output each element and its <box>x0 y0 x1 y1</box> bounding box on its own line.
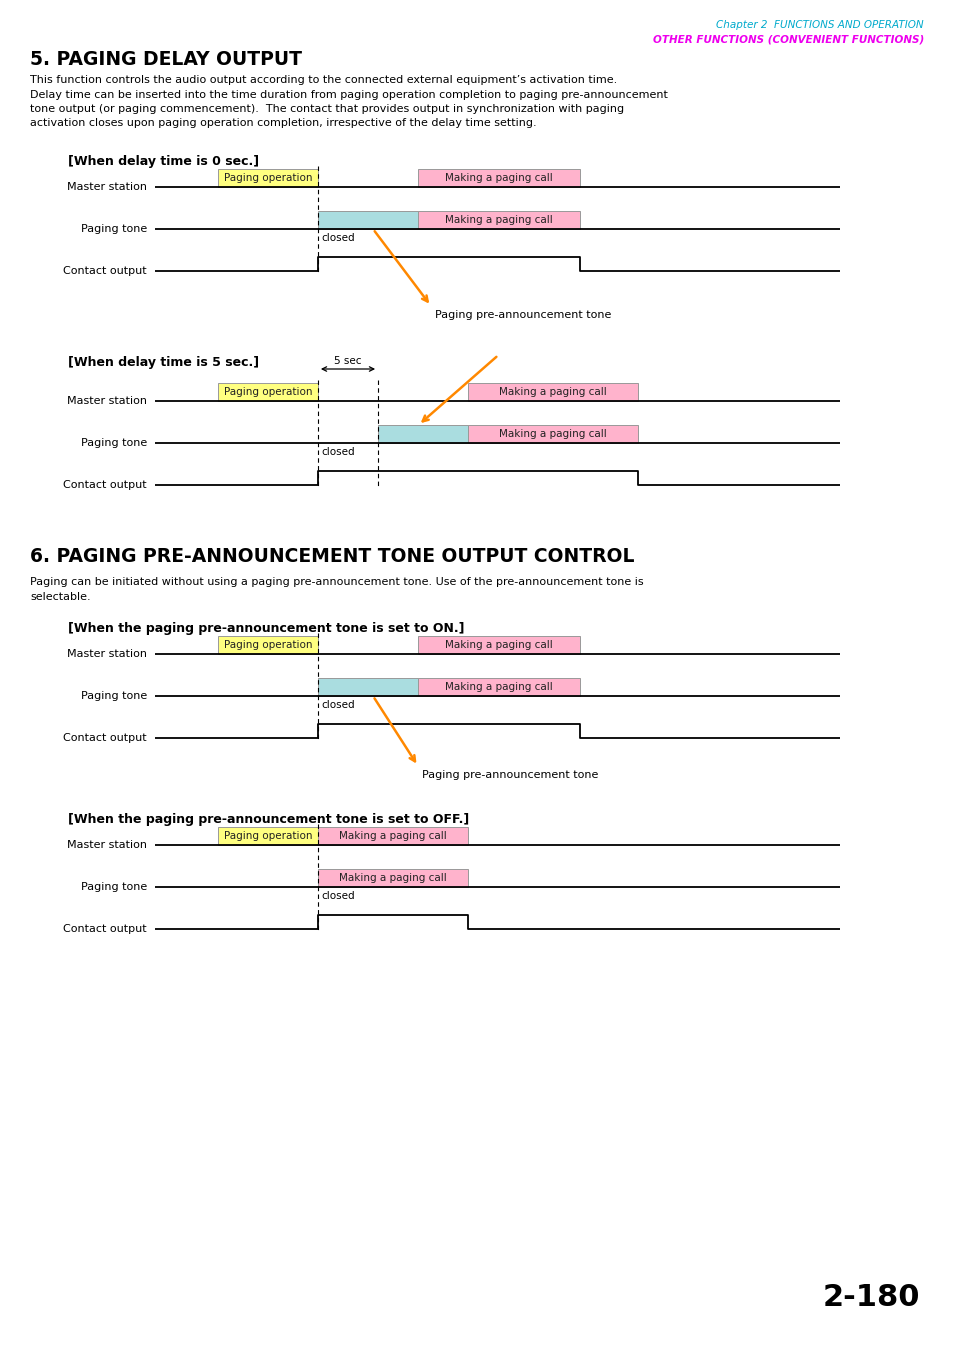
Text: Paging operation: Paging operation <box>224 387 312 397</box>
Text: Master station: Master station <box>67 396 147 406</box>
Bar <box>218 636 317 653</box>
Text: Making a paging call: Making a paging call <box>498 387 606 397</box>
Text: Delay time can be inserted into the time duration from paging operation completi: Delay time can be inserted into the time… <box>30 89 667 100</box>
Text: 5 sec: 5 sec <box>334 356 361 366</box>
Text: Paging pre-announcement tone: Paging pre-announcement tone <box>435 310 611 320</box>
Text: Making a paging call: Making a paging call <box>445 215 553 225</box>
Text: closed: closed <box>320 447 355 458</box>
Bar <box>417 211 579 230</box>
Bar <box>317 678 417 697</box>
Bar <box>218 828 317 845</box>
Text: This function controls the audio output according to the connected external equi: This function controls the audio output … <box>30 76 617 85</box>
Text: Master station: Master station <box>67 840 147 850</box>
Text: Paging can be initiated without using a paging pre-announcement tone. Use of the: Paging can be initiated without using a … <box>30 576 643 587</box>
Text: Paging tone: Paging tone <box>81 691 147 701</box>
Bar <box>218 383 317 401</box>
Text: Paging operation: Paging operation <box>224 640 312 649</box>
Text: Contact output: Contact output <box>63 733 147 743</box>
Text: closed: closed <box>320 701 355 710</box>
Bar <box>317 869 468 887</box>
Text: [When the paging pre-announcement tone is set to ON.]: [When the paging pre-announcement tone i… <box>68 622 464 634</box>
Bar <box>317 211 417 230</box>
Text: Paging pre-announcement tone: Paging pre-announcement tone <box>421 769 598 780</box>
Text: Contact output: Contact output <box>63 923 147 934</box>
Text: Paging tone: Paging tone <box>81 437 147 448</box>
Text: Making a paging call: Making a paging call <box>445 173 553 184</box>
Text: Paging operation: Paging operation <box>224 173 312 184</box>
Bar <box>377 425 468 443</box>
Text: Making a paging call: Making a paging call <box>445 682 553 693</box>
Bar <box>218 169 317 188</box>
Text: Paging tone: Paging tone <box>81 882 147 892</box>
Text: closed: closed <box>320 891 355 900</box>
Text: OTHER FUNCTIONS (CONVENIENT FUNCTIONS): OTHER FUNCTIONS (CONVENIENT FUNCTIONS) <box>652 34 923 45</box>
Text: Master station: Master station <box>67 182 147 192</box>
Bar <box>417 169 579 188</box>
Text: activation closes upon paging operation completion, irrespective of the delay ti: activation closes upon paging operation … <box>30 119 536 128</box>
Text: Making a paging call: Making a paging call <box>498 429 606 439</box>
Bar <box>468 383 638 401</box>
Text: [When delay time is 5 sec.]: [When delay time is 5 sec.] <box>68 356 259 369</box>
Text: Contact output: Contact output <box>63 481 147 490</box>
Text: [When the paging pre-announcement tone is set to OFF.]: [When the paging pre-announcement tone i… <box>68 813 469 826</box>
Text: Making a paging call: Making a paging call <box>445 640 553 649</box>
Text: closed: closed <box>320 234 355 243</box>
Text: Making a paging call: Making a paging call <box>338 873 446 883</box>
Text: selectable.: selectable. <box>30 591 91 602</box>
Bar <box>417 636 579 653</box>
Bar <box>468 425 638 443</box>
Text: 2-180: 2-180 <box>821 1282 919 1312</box>
Text: Chapter 2  FUNCTIONS AND OPERATION: Chapter 2 FUNCTIONS AND OPERATION <box>716 20 923 30</box>
Text: Contact output: Contact output <box>63 266 147 275</box>
Text: Paging operation: Paging operation <box>224 832 312 841</box>
Text: 6. PAGING PRE-ANNOUNCEMENT TONE OUTPUT CONTROL: 6. PAGING PRE-ANNOUNCEMENT TONE OUTPUT C… <box>30 547 634 566</box>
Bar <box>317 828 468 845</box>
Text: Paging tone: Paging tone <box>81 224 147 234</box>
Text: [When delay time is 0 sec.]: [When delay time is 0 sec.] <box>68 155 259 167</box>
Text: Making a paging call: Making a paging call <box>338 832 446 841</box>
Text: 5. PAGING DELAY OUTPUT: 5. PAGING DELAY OUTPUT <box>30 50 302 69</box>
Text: Master station: Master station <box>67 649 147 659</box>
Text: tone output (or paging commencement).  The contact that provides output in synch: tone output (or paging commencement). Th… <box>30 104 623 113</box>
Bar <box>417 678 579 697</box>
